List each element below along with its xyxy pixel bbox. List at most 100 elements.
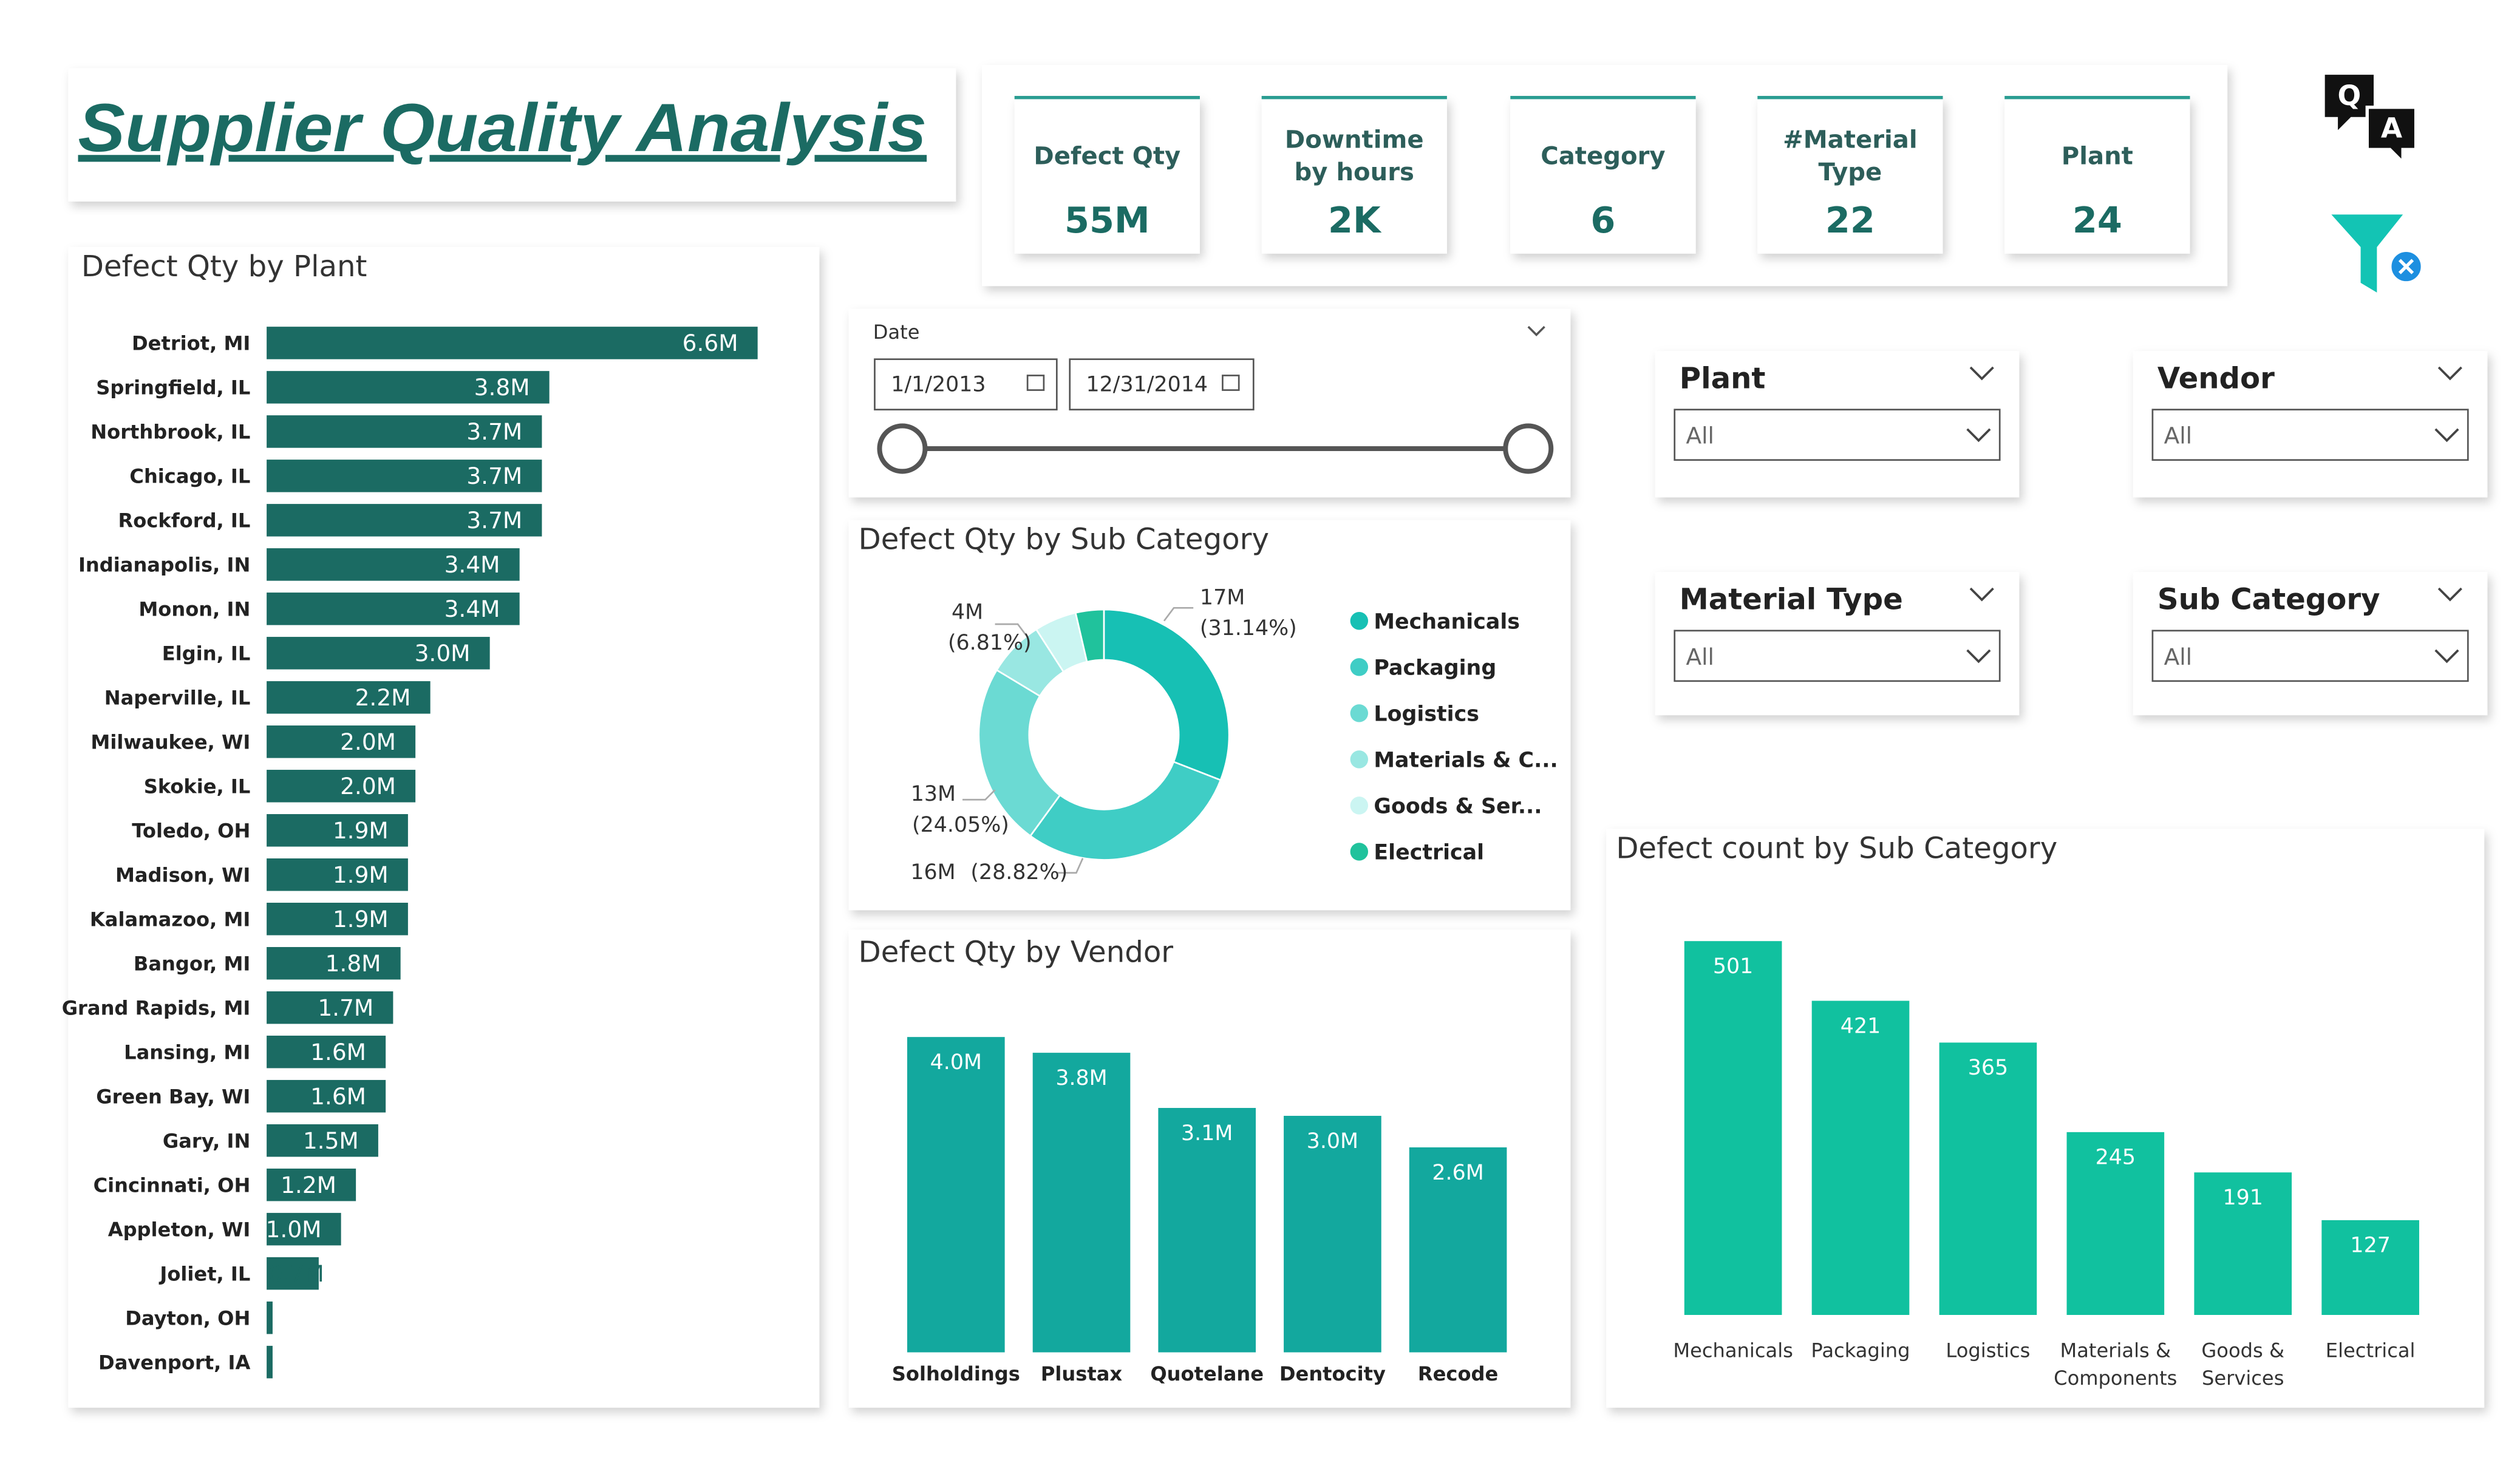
bar xyxy=(267,814,408,847)
legend-label[interactable]: Mechanicals xyxy=(1374,610,1520,634)
x-tick-label: Recode xyxy=(1418,1362,1498,1385)
slicer-dropdown[interactable] xyxy=(2151,630,2469,682)
data-label: 0.7M xyxy=(268,1260,324,1287)
data-label: 1.6M xyxy=(310,1039,366,1065)
kpi-card xyxy=(1510,97,1696,254)
y-tick-label: Rockford, IL xyxy=(118,509,251,532)
legend-label[interactable]: Goods & Ser... xyxy=(1374,795,1542,819)
y-tick-label: Grand Rapids, MI xyxy=(62,996,251,1019)
data-label: 4.0M xyxy=(930,1050,982,1075)
y-tick-label: Appleton, WI xyxy=(108,1218,251,1241)
slicer-selection: All xyxy=(1686,644,1714,670)
legend-marker xyxy=(1350,796,1369,815)
date-handle[interactable] xyxy=(1503,423,1554,474)
chevron xyxy=(1966,428,1991,443)
legend-marker xyxy=(1350,612,1369,630)
data-label: 4M xyxy=(952,600,983,624)
y-tick-label: Monon, IN xyxy=(138,598,250,621)
donut-slice xyxy=(978,668,1061,837)
data-label: 501 xyxy=(1713,954,1753,979)
y-tick-label: Gary, IN xyxy=(163,1129,251,1152)
qa-letter: Q xyxy=(2337,80,2361,112)
date-end-box[interactable] xyxy=(1069,358,1255,411)
slicer-title: Material Type xyxy=(1680,583,1903,617)
data-label: 2.0M xyxy=(340,773,396,800)
leader-line xyxy=(962,789,996,801)
clear-filter-icon[interactable] xyxy=(2331,214,2425,293)
bar xyxy=(267,593,520,625)
chevron xyxy=(1527,325,1545,337)
data-label: 1.9M xyxy=(333,906,389,932)
y-tick-label: Naperville, IL xyxy=(104,687,251,710)
x-tick-label: Quotelane xyxy=(1150,1362,1264,1385)
data-label: 127 xyxy=(2350,1234,2390,1258)
bar xyxy=(267,1168,356,1201)
legend-label[interactable]: Materials & C... xyxy=(1374,749,1558,773)
kpi-label-box: #Material Type xyxy=(1783,125,1918,187)
legend-label[interactable]: Electrical xyxy=(1374,841,1484,865)
bar xyxy=(267,858,408,891)
y-tick-label: Toledo, OH xyxy=(132,819,250,842)
x-tick-label-box: Goods & Services xyxy=(2201,1339,2284,1390)
data-label: 3.7M xyxy=(466,463,522,489)
y-tick-label: Elgin, IL xyxy=(162,642,251,665)
y-tick-label: Green Bay, WI xyxy=(96,1085,250,1108)
bar xyxy=(267,1257,319,1290)
data-label: 3.0M xyxy=(1307,1129,1358,1153)
qa-letter: A xyxy=(2381,112,2402,144)
donut-slice xyxy=(1074,608,1105,663)
title-panel xyxy=(68,68,956,202)
data-label: 6.6M xyxy=(683,330,738,356)
bar xyxy=(267,1079,386,1113)
slicer-dropdown[interactable] xyxy=(1674,409,2001,461)
percent-label: (24.05%) xyxy=(912,813,1009,837)
date-label: Date xyxy=(873,321,920,344)
data-label: 1.5M xyxy=(303,1127,359,1154)
x-tick-label-box: Electrical xyxy=(2325,1339,2416,1362)
chevron xyxy=(2434,649,2459,664)
data-label: 3.8M xyxy=(1055,1066,1107,1090)
kpi-value: 6 xyxy=(1590,199,1615,241)
bar xyxy=(1811,1000,1910,1315)
data-label: 3.1M xyxy=(1181,1121,1233,1146)
data-label: 3.8M xyxy=(474,374,530,401)
leader-line xyxy=(1057,858,1084,874)
data-label: 3.7M xyxy=(466,507,522,534)
calendar-icon xyxy=(1026,375,1045,391)
data-label: 1.8M xyxy=(325,950,381,977)
slicer-title: Plant xyxy=(1680,362,1766,396)
y-tick-label: Detriot, MI xyxy=(132,332,250,355)
funnel xyxy=(2331,214,2403,293)
date-handle[interactable] xyxy=(877,423,928,474)
legend-label[interactable]: Packaging xyxy=(1374,656,1496,680)
chart-title: Defect count by Sub Category xyxy=(1616,831,2057,865)
chevron xyxy=(1966,649,1991,664)
kpi-card xyxy=(1261,97,1447,254)
date-start-box[interactable] xyxy=(874,358,1058,411)
slicer-dropdown[interactable] xyxy=(1674,630,2001,682)
kpi-label-box: Defect Qty xyxy=(1034,141,1180,171)
y-tick-label: Milwaukee, WI xyxy=(90,730,250,753)
slicer-selection: All xyxy=(2164,644,2192,670)
slicer-selection: All xyxy=(2164,423,2192,449)
bar xyxy=(1939,1042,2037,1315)
donut-slice xyxy=(1103,608,1230,781)
x-tick-label: Electrical xyxy=(2325,1339,2416,1362)
leader-line xyxy=(995,623,1029,638)
legend-label[interactable]: Logistics xyxy=(1374,702,1479,727)
y-tick-label: Bangor, MI xyxy=(134,952,250,975)
data-label: 1.9M xyxy=(333,817,389,844)
bar xyxy=(267,1301,273,1334)
data-label: 2.6M xyxy=(1432,1161,1483,1185)
slicer-dropdown[interactable] xyxy=(2151,409,2469,461)
data-label: 3.7M xyxy=(466,418,522,445)
bar xyxy=(267,902,408,936)
data-label: 245 xyxy=(2096,1146,2136,1170)
x-tick-label: Mechanicals xyxy=(1673,1339,1793,1362)
y-tick-label: Davenport, IA xyxy=(98,1351,250,1374)
y-tick-label: Chicago, IL xyxy=(129,465,250,488)
x-tick-label: Dentocity xyxy=(1279,1362,1386,1385)
qa-icon[interactable]: Q A xyxy=(2324,75,2418,167)
legend-marker xyxy=(1350,843,1369,861)
qa-bubble xyxy=(2324,75,2374,131)
